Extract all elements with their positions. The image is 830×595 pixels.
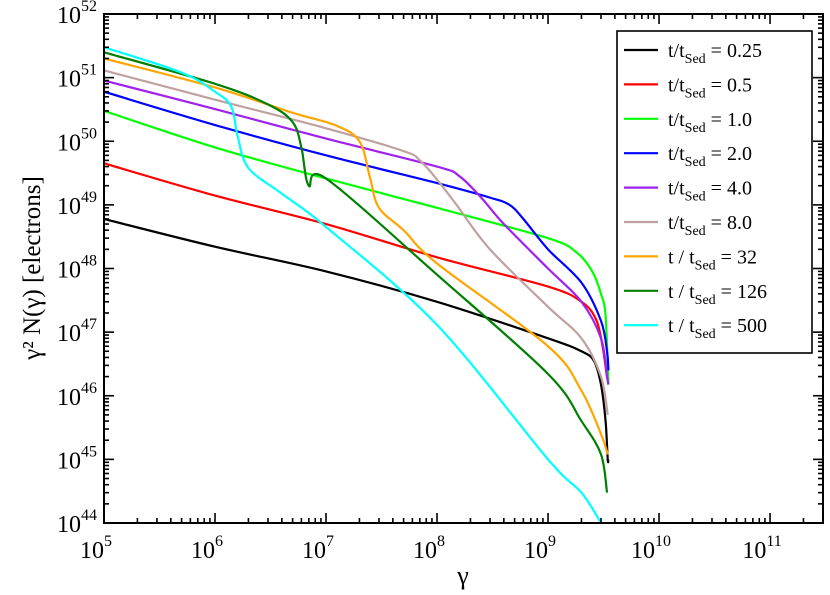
series-line-1 bbox=[104, 217, 610, 464]
series-line-8 bbox=[104, 51, 609, 493]
x-axis-label: γ bbox=[456, 561, 469, 590]
legend: t/tSed = 0.25 t/tSed = 0.5 t/tSed = 1.0 t/t… bbox=[616, 30, 813, 354]
y-axis-label: γ² N(γ) [electrons] bbox=[19, 176, 46, 361]
series-line-5 bbox=[104, 79, 610, 385]
series-line-3 bbox=[104, 109, 610, 385]
legend-label-4: t/tSed = 2.0 bbox=[668, 143, 752, 170]
series-layer bbox=[104, 46, 610, 523]
legend-label-8: t / tSed = 126 bbox=[668, 281, 767, 308]
series-line-7 bbox=[104, 57, 609, 455]
legend-label-3: t/tSed = 1.0 bbox=[668, 109, 752, 136]
y-tick-label: 1051 bbox=[57, 62, 97, 93]
legend-label-1: t/tSed = 0.25 bbox=[668, 40, 762, 67]
legend-label-9: t / tSed = 500 bbox=[668, 315, 767, 342]
series-line-9 bbox=[104, 46, 602, 523]
tick-label-layer: 105 106 107 108 109 1010 101110441045104610471… bbox=[57, 0, 782, 564]
legend-label-2: t/tSed = 0.5 bbox=[668, 74, 752, 101]
tick-layer bbox=[103, 13, 824, 524]
legend-label-7: t / tSed = 32 bbox=[668, 246, 757, 273]
legend-label-6: t/tSed = 8.0 bbox=[668, 212, 752, 239]
legend-label-5: t/tSed = 4.0 bbox=[668, 178, 752, 205]
series-line-6 bbox=[104, 69, 609, 416]
series-line-4 bbox=[104, 90, 610, 371]
y-tick-label: 1044 bbox=[57, 507, 97, 538]
